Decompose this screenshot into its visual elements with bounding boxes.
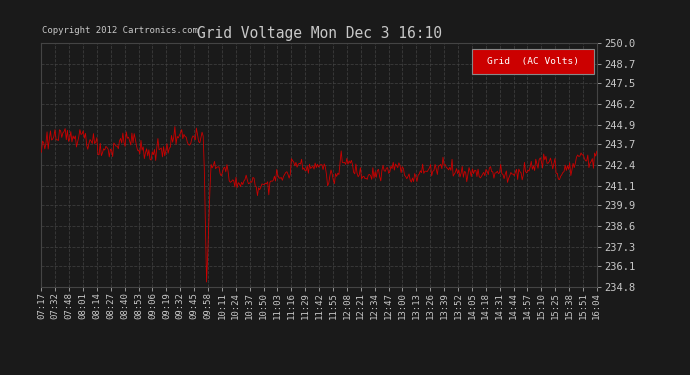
Text: Grid  (AC Volts): Grid (AC Volts) [487,57,579,66]
FancyBboxPatch shape [472,49,594,74]
Text: Copyright 2012 Cartronics.com: Copyright 2012 Cartronics.com [42,26,198,34]
Title: Grid Voltage Mon Dec 3 16:10: Grid Voltage Mon Dec 3 16:10 [197,26,442,40]
